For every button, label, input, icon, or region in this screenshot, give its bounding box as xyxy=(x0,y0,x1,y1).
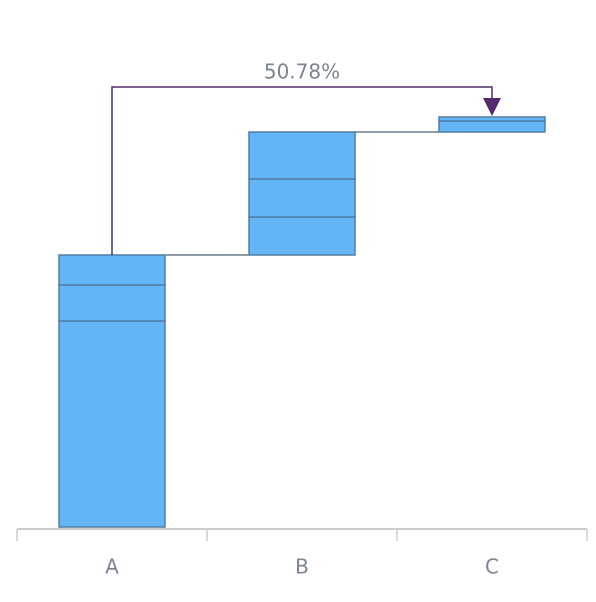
bar-segment xyxy=(58,320,166,528)
x-tick-label: B xyxy=(295,555,309,579)
bar-segment xyxy=(438,120,546,133)
arrow-head xyxy=(483,98,501,116)
bar-segment xyxy=(248,178,356,218)
x-tick-label: A xyxy=(105,555,119,579)
bar-segment xyxy=(248,131,356,180)
bar-segment xyxy=(438,116,546,122)
x-tick-label: C xyxy=(485,555,499,579)
bar-segment xyxy=(248,216,356,256)
bar-segment xyxy=(58,254,166,286)
bar-segment xyxy=(58,284,166,322)
annotation-label: 50.78% xyxy=(264,60,340,84)
growth-arrow xyxy=(111,86,493,255)
